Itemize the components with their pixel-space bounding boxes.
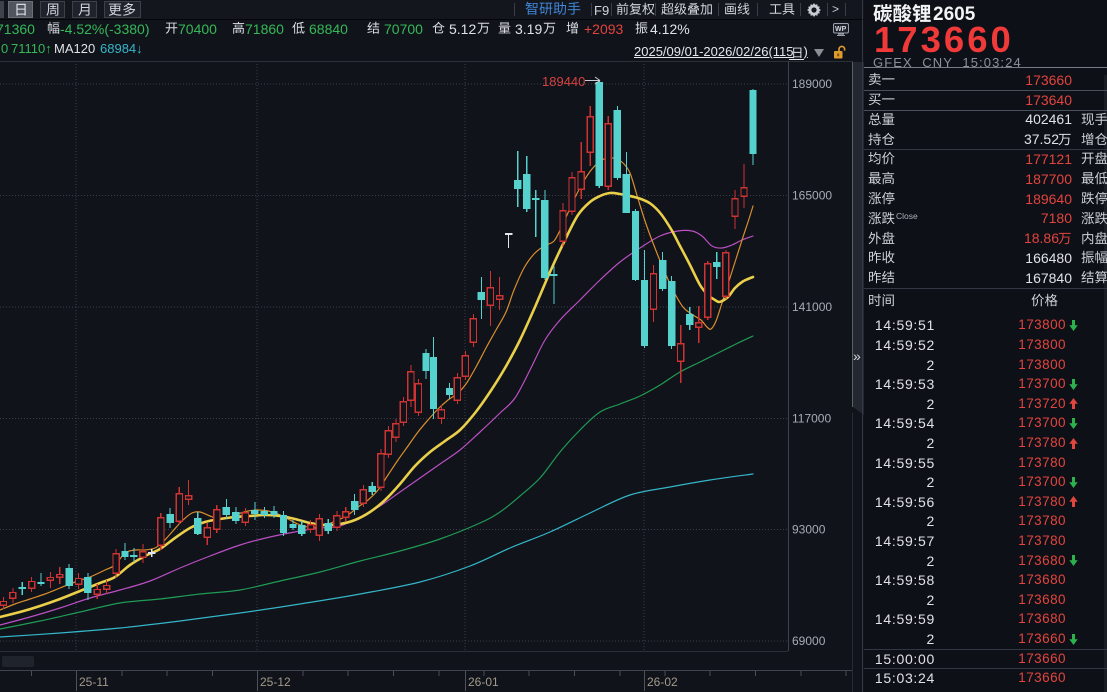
svg-text:26-01: 26-01 (468, 675, 499, 689)
svg-text:69000: 69000 (792, 634, 826, 648)
svg-text:25-11: 25-11 (79, 675, 109, 689)
svg-text:141000: 141000 (792, 300, 832, 314)
svg-text:165000: 165000 (792, 188, 832, 202)
svg-text:189000: 189000 (792, 77, 832, 91)
svg-text:WP: WP (835, 26, 847, 33)
svg-text:189440: 189440 (542, 74, 585, 89)
svg-text:93000: 93000 (792, 523, 826, 537)
svg-text:25-12: 25-12 (260, 675, 291, 689)
svg-text:117000: 117000 (792, 411, 831, 425)
svg-text:26-02: 26-02 (647, 675, 678, 689)
